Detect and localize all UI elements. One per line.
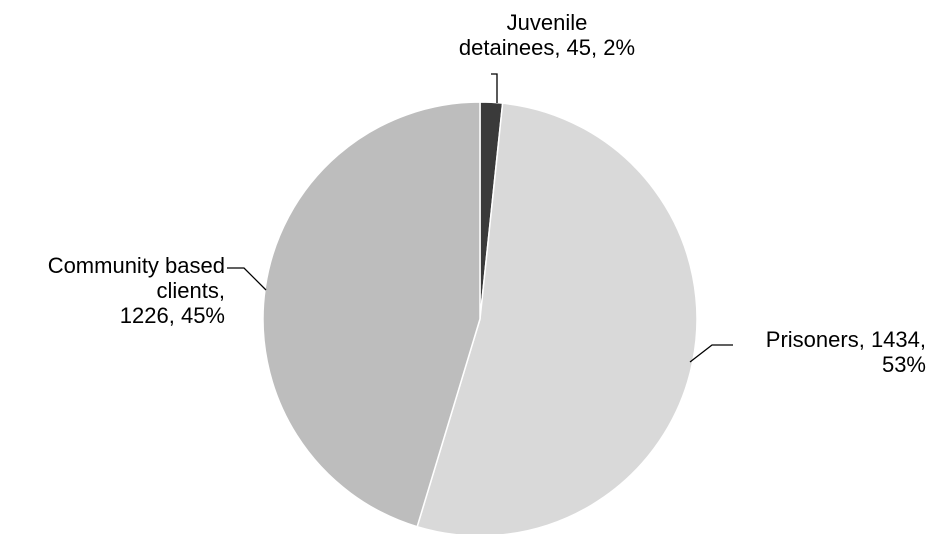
slice-label-line: clients, — [157, 278, 225, 303]
slice-label-line: detainees, 45, 2% — [459, 35, 635, 60]
pie-slices — [262, 101, 698, 534]
leader-line-community-based-clients — [227, 267, 267, 291]
leader-line-juvenile-detainees — [491, 73, 498, 103]
slice-label-line: 1226, 45% — [120, 303, 225, 328]
slice-labels: Juvenile detainees, 45, 2% Prisoners, 1434… — [48, 10, 926, 377]
slice-label-juvenile-detainees: Juvenile detainees, 45, 2% — [459, 10, 635, 60]
leader-line-prisoners — [689, 344, 733, 363]
pie-slice-prisoners — [416, 102, 698, 534]
leader-lines — [227, 73, 733, 363]
slice-label-line: 53% — [882, 352, 926, 377]
slice-label-community-based-clients: Community based clients, 1226, 45% — [48, 253, 225, 328]
slice-label-line: Community based — [48, 253, 225, 278]
slice-label-prisoners: Prisoners, 1434, 53% — [766, 327, 926, 377]
slice-label-line: Prisoners, 1434, — [766, 327, 926, 352]
slice-label-line: Juvenile — [507, 10, 588, 35]
pie-slice-community-based-clients — [262, 101, 481, 528]
